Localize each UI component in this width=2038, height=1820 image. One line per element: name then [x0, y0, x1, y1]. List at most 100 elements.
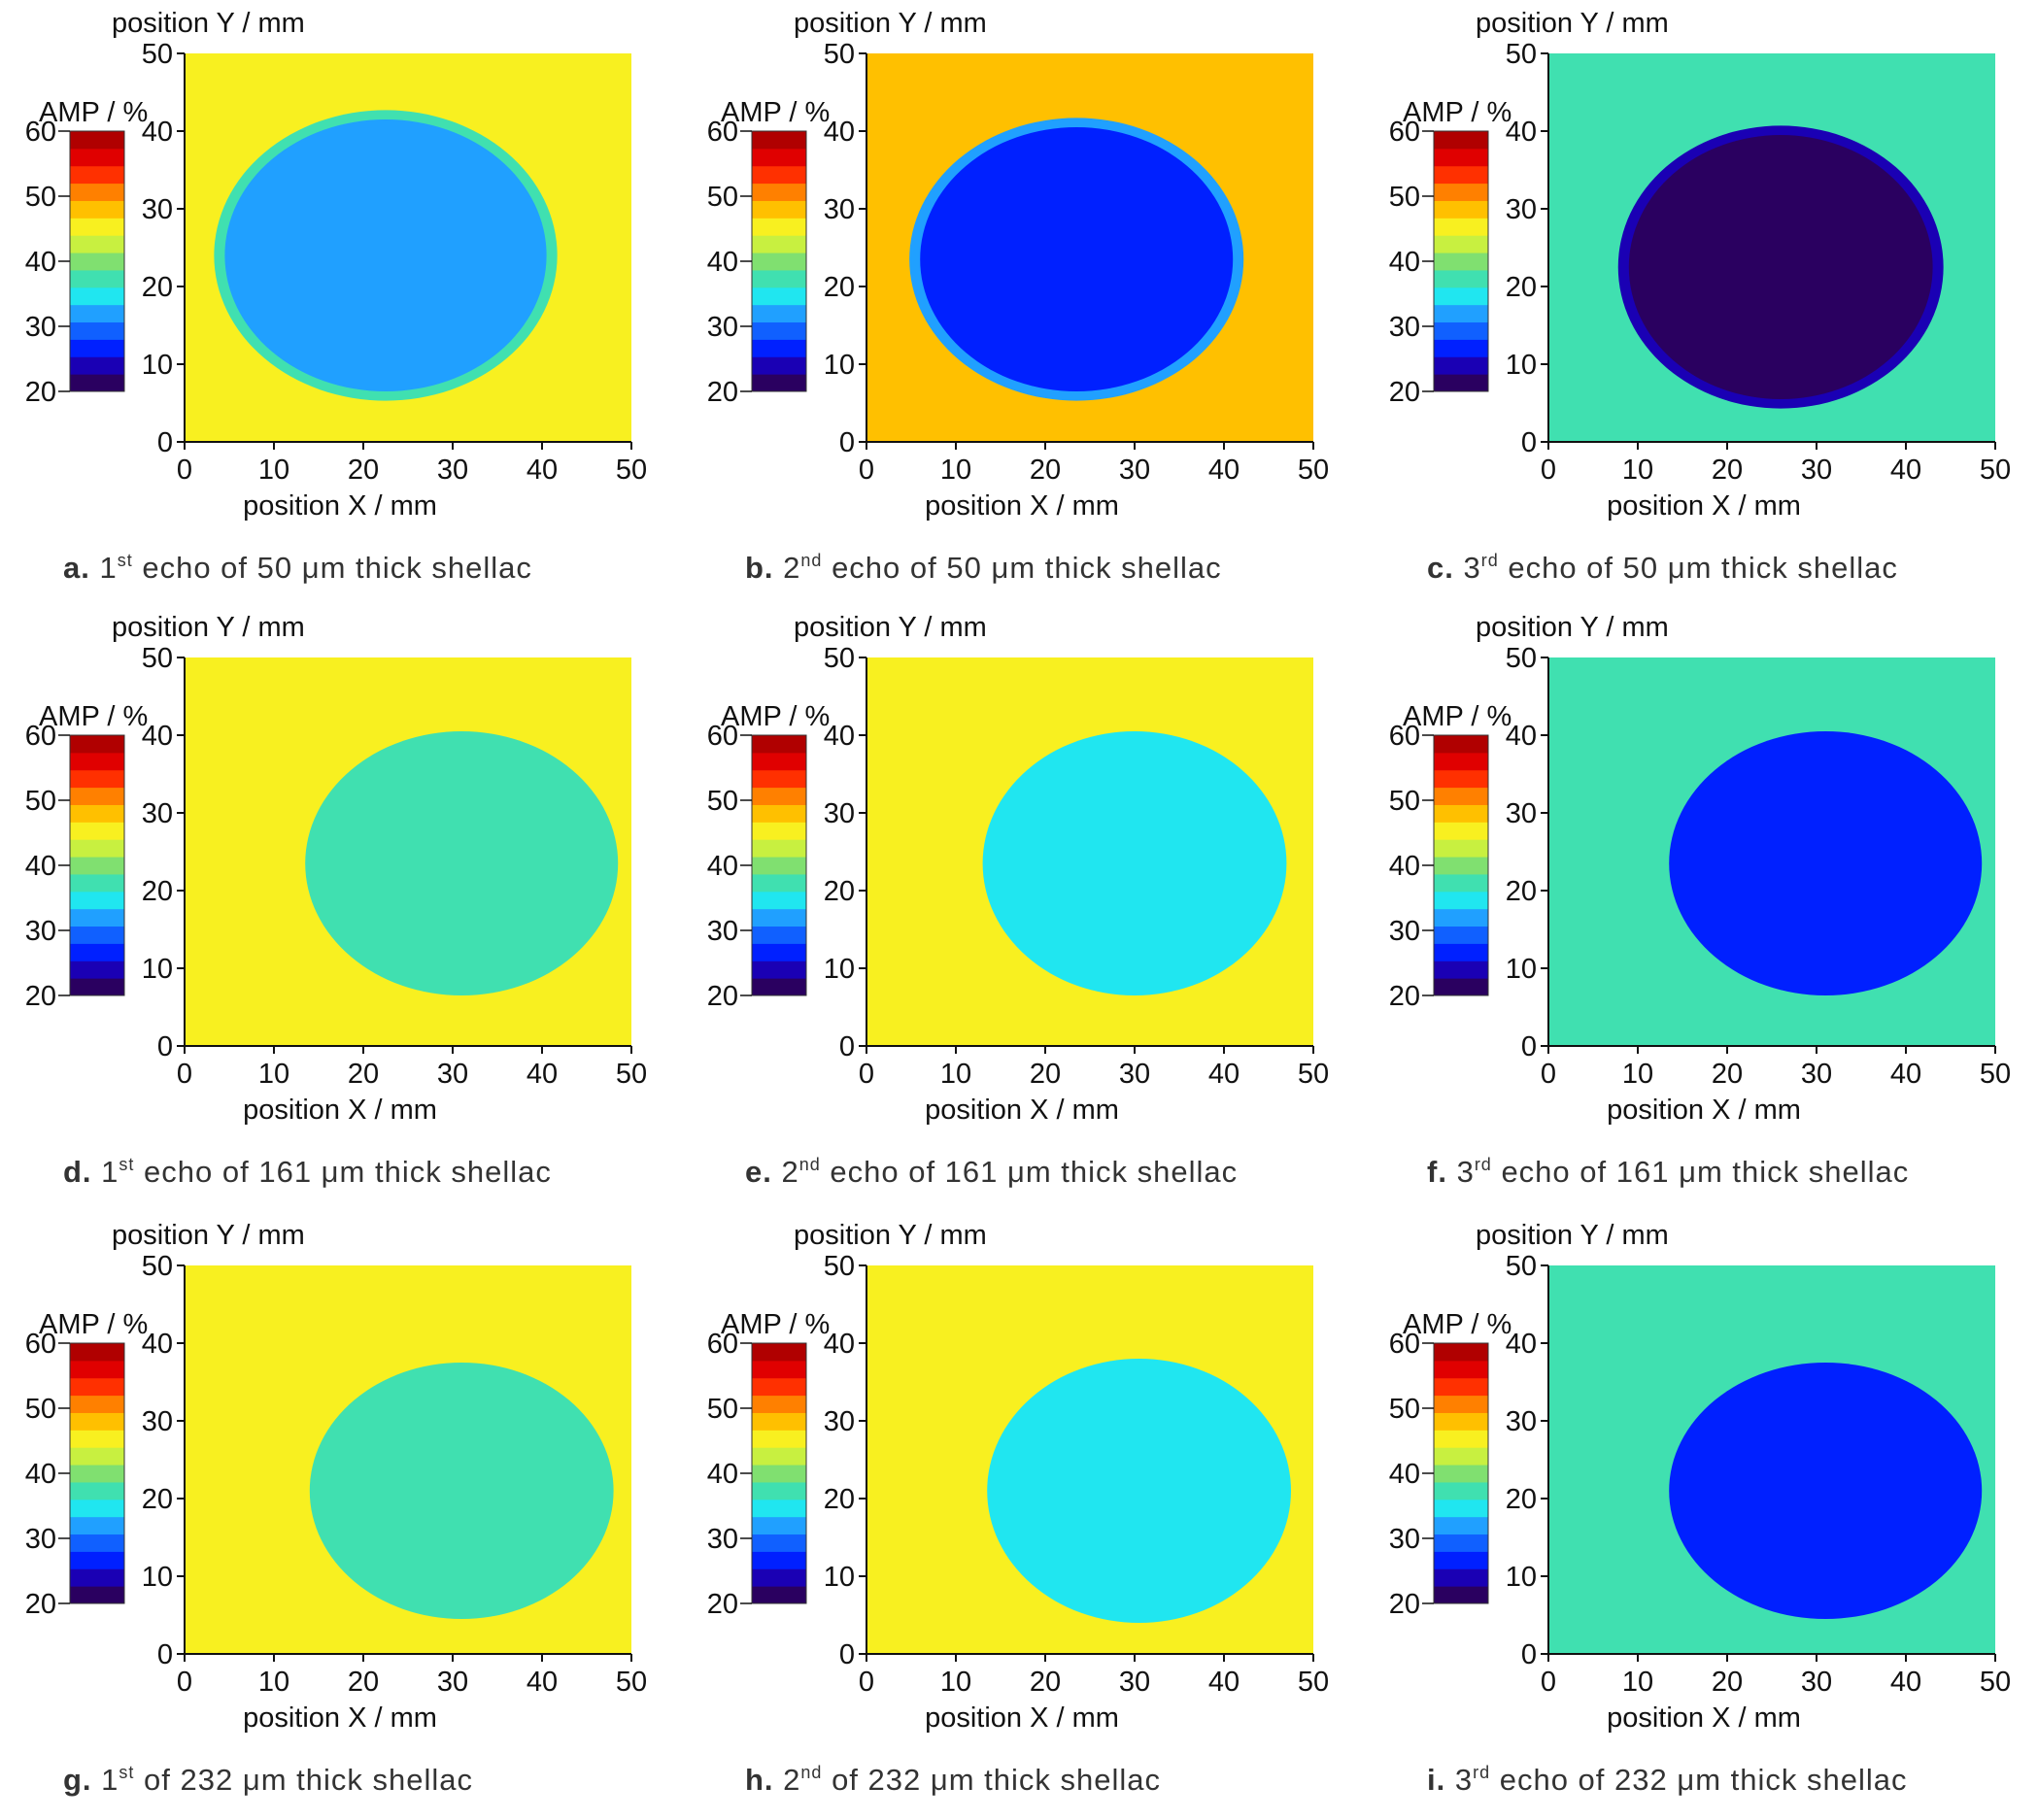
colorbar-tick-label: 60: [1389, 1329, 1420, 1360]
caption-text: echo of 161 μm thick shellac: [134, 1155, 551, 1189]
colorbar-segment: [1434, 165, 1488, 185]
panel-caption: c. 3rd echo of 50 μm thick shellac: [1427, 551, 1898, 585]
caption-text: echo of 50 μm thick shellac: [1499, 551, 1898, 585]
y-tick-label: 10: [142, 954, 173, 985]
x-tick-label: 30: [437, 1059, 468, 1090]
x-tick-label: 0: [177, 1059, 192, 1090]
colorbar-tick-label: 20: [1389, 981, 1420, 1012]
y-tick-label: 20: [1506, 876, 1537, 907]
y-tick-label: 0: [1521, 427, 1537, 458]
colorbar-segment: [70, 1395, 124, 1413]
colorbar-tick-label: 60: [707, 721, 738, 752]
x-axis-label: position X / mm: [1607, 1095, 1801, 1126]
panel-caption: f. 3rd echo of 161 μm thick shellac: [1427, 1155, 1909, 1189]
x-tick-label: 50: [1298, 455, 1329, 486]
y-tick-label: 40: [142, 1329, 173, 1360]
colorbar-tick-label: 20: [1389, 377, 1420, 408]
caption-text: echo of 232 μm thick shellac: [1490, 1763, 1907, 1797]
x-tick-label: 0: [859, 455, 874, 486]
y-tick-label: 0: [157, 1639, 173, 1670]
x-tick-label: 10: [258, 1059, 289, 1090]
x-tick-label: 40: [1890, 1667, 1921, 1698]
colorbar-segment: [1434, 304, 1488, 323]
colorbar-segment: [70, 165, 124, 185]
colorbar-segment: [1434, 752, 1488, 771]
colorbar-segment: [1434, 961, 1488, 979]
colorbar-segment: [70, 200, 124, 219]
colorbar-tick-label: 20: [25, 981, 56, 1012]
y-tick-label: 40: [824, 117, 855, 148]
x-tick-label: 20: [1712, 1059, 1743, 1090]
caption-number: 3: [1457, 1155, 1475, 1189]
colorbar-segment: [70, 1465, 124, 1483]
colorbar-label: AMP / %: [39, 1309, 148, 1340]
caption-text: echo of 50 μm thick shellac: [822, 551, 1221, 585]
caption-number: 3: [1455, 1763, 1473, 1797]
y-axis-label: position Y / mm: [112, 1220, 305, 1251]
caption-letter: c.: [1427, 551, 1463, 585]
colorbar-segment: [70, 1377, 124, 1397]
colorbar-segment: [1434, 1516, 1488, 1535]
y-tick-label: 10: [142, 350, 173, 381]
caption-letter: g.: [63, 1763, 101, 1797]
colorbar-tick-label: 60: [1389, 117, 1420, 148]
colorbar-segment: [70, 735, 124, 754]
caption-letter: i.: [1427, 1763, 1455, 1797]
y-tick-label: 50: [1506, 39, 1537, 70]
y-axis-label: position Y / mm: [794, 8, 987, 39]
panel-caption: i. 3rd echo of 232 μm thick shellac: [1427, 1763, 1908, 1797]
y-tick-label: 10: [142, 1562, 173, 1593]
colorbar-segment: [1434, 839, 1488, 858]
x-axis-label: position X / mm: [925, 490, 1119, 522]
x-tick-label: 50: [616, 455, 647, 486]
colorbar-tick-label: 40: [707, 1459, 738, 1490]
x-tick-label: 40: [1208, 1059, 1240, 1090]
colorbar-segment: [1434, 822, 1488, 840]
caption-number: 1: [101, 1763, 119, 1797]
colorbar-segment: [70, 1568, 124, 1587]
x-tick-label: 0: [177, 1667, 192, 1698]
colorbar-segment: [70, 131, 124, 150]
x-tick-label: 10: [258, 1667, 289, 1698]
caption-text: of 232 μm thick shellac: [822, 1763, 1161, 1797]
y-tick-label: 20: [824, 876, 855, 907]
colorbar-segment: [70, 787, 124, 805]
colorbar-segment: [1434, 1395, 1488, 1413]
colorbar-segment: [752, 943, 806, 961]
colorbar-tick-label: 40: [707, 851, 738, 882]
caption-superscript: st: [119, 1763, 134, 1782]
x-tick-label: 50: [616, 1667, 647, 1698]
y-tick-label: 10: [1506, 350, 1537, 381]
colorbar-segment: [1434, 321, 1488, 340]
colorbar-label: AMP / %: [721, 701, 830, 732]
x-tick-label: 20: [1030, 1059, 1061, 1090]
caption-letter: h.: [745, 1763, 783, 1797]
y-axis-label: position Y / mm: [112, 612, 305, 643]
x-tick-label: 10: [940, 455, 971, 486]
caption-superscript: st: [118, 551, 133, 570]
panel-caption: b. 2nd echo of 50 μm thick shellac: [745, 551, 1222, 585]
colorbar-segment: [752, 1360, 806, 1379]
colorbar-segment: [752, 735, 806, 754]
colorbar-segment: [1434, 183, 1488, 201]
colorbar-segment: [752, 1343, 806, 1362]
colorbar-segment: [70, 1534, 124, 1552]
colorbar-segment: [70, 752, 124, 771]
caption-letter: f.: [1427, 1155, 1457, 1189]
x-tick-label: 30: [1119, 455, 1150, 486]
colorbar-tick-label: 40: [1389, 1459, 1420, 1490]
y-tick-label: 0: [1521, 1639, 1537, 1670]
panel-caption: h. 2nd of 232 μm thick shellac: [745, 1763, 1161, 1797]
y-tick-label: 40: [824, 721, 855, 752]
colorbar-segment: [1434, 286, 1488, 306]
y-tick-label: 40: [1506, 721, 1537, 752]
colorbar-tick-label: 50: [25, 182, 56, 213]
colorbar-tick-label: 40: [25, 247, 56, 278]
y-tick-label: 30: [824, 194, 855, 225]
y-tick-label: 0: [157, 1031, 173, 1062]
y-tick-label: 10: [824, 350, 855, 381]
x-tick-label: 40: [1890, 455, 1921, 486]
